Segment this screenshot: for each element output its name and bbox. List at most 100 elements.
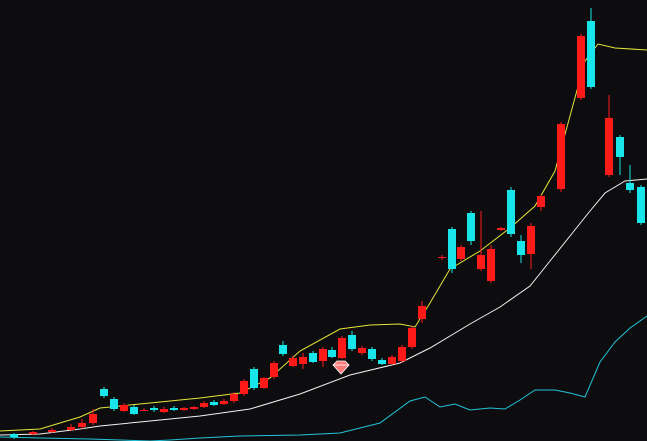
candle: [110, 397, 118, 411]
candle: [517, 235, 525, 263]
candle: [537, 195, 545, 211]
candle-body: [497, 228, 505, 230]
candle: [48, 428, 56, 433]
candle-body: [507, 190, 515, 234]
candle: [378, 358, 386, 365]
candle-body: [140, 410, 148, 411]
ma-fast-line: [0, 43, 647, 432]
candle-body: [587, 21, 595, 87]
candle: [448, 227, 456, 273]
candle-body: [309, 353, 317, 362]
candle: [328, 347, 336, 358]
candle: [240, 379, 248, 396]
candle: [289, 356, 297, 367]
candle: [527, 223, 535, 269]
candle-body: [210, 402, 218, 405]
candle: [438, 255, 446, 260]
candle-body: [29, 432, 37, 434]
candle: [100, 387, 108, 398]
candle-body: [150, 408, 158, 410]
candle-body: [289, 358, 297, 366]
candle: [140, 408, 148, 411]
candle-body: [398, 347, 406, 361]
candle: [358, 346, 366, 355]
candle: [270, 361, 278, 379]
candle-body: [190, 407, 198, 409]
candle: [10, 433, 18, 439]
ma-long-line: [0, 315, 647, 441]
candle: [190, 406, 198, 410]
candle: [220, 399, 228, 405]
candle-body: [418, 306, 426, 319]
candle: [210, 400, 218, 406]
candle: [67, 424, 75, 431]
candle-body: [605, 118, 613, 175]
candle-body: [200, 403, 208, 407]
candle: [348, 331, 356, 351]
candle-body: [220, 401, 228, 404]
candle: [200, 401, 208, 408]
candle: [180, 407, 188, 411]
candle-body: [358, 348, 366, 353]
candle: [616, 135, 624, 175]
candle-body: [328, 350, 336, 357]
candle-body: [120, 405, 128, 411]
candle-body: [457, 247, 465, 259]
candle-body: [180, 408, 188, 410]
markers-layer: [332, 360, 350, 375]
candle-body: [338, 338, 346, 358]
candle-body: [230, 394, 238, 401]
diamond-marker-icon: [332, 360, 350, 375]
candle-body: [10, 434, 18, 437]
candle-body: [348, 335, 356, 349]
candle-body: [477, 255, 485, 269]
candle: [260, 377, 268, 389]
candle: [170, 406, 178, 411]
candle: [160, 407, 168, 413]
candle: [398, 345, 406, 363]
candle-body: [100, 389, 108, 396]
candle-body: [78, 423, 86, 427]
candle: [368, 347, 376, 361]
candle-body: [557, 124, 565, 189]
moving-average-lines: [0, 43, 647, 441]
candle: [408, 326, 416, 349]
candle: [279, 341, 287, 356]
candle-body: [270, 363, 278, 377]
candle: [477, 211, 485, 271]
candle: [250, 367, 258, 390]
candle-body: [130, 407, 138, 414]
candle: [319, 347, 327, 367]
candle-body: [319, 349, 327, 361]
candle-body: [67, 427, 75, 430]
candle: [605, 95, 613, 177]
candles-layer: [10, 8, 645, 439]
candle-body: [110, 399, 118, 409]
candle-body: [408, 328, 416, 347]
candle: [497, 227, 505, 231]
candle: [29, 431, 37, 435]
candle: [557, 122, 565, 192]
candle-body: [160, 409, 168, 412]
candle-body: [616, 137, 624, 157]
candle-body: [89, 414, 97, 423]
candle-body: [487, 249, 495, 281]
candle: [89, 409, 97, 425]
candle: [150, 406, 158, 412]
candle-body: [637, 187, 645, 223]
candle-body: [517, 241, 525, 255]
candle: [457, 245, 465, 261]
candle: [299, 353, 307, 369]
candle: [487, 245, 495, 283]
candle-body: [388, 357, 396, 364]
candle-body: [537, 196, 545, 207]
candle: [338, 336, 346, 359]
candle-body: [250, 369, 258, 388]
candle: [78, 419, 86, 429]
candle-body: [240, 381, 248, 394]
candle-body: [438, 257, 446, 258]
candle-body: [170, 408, 178, 410]
candle-body: [368, 349, 376, 359]
